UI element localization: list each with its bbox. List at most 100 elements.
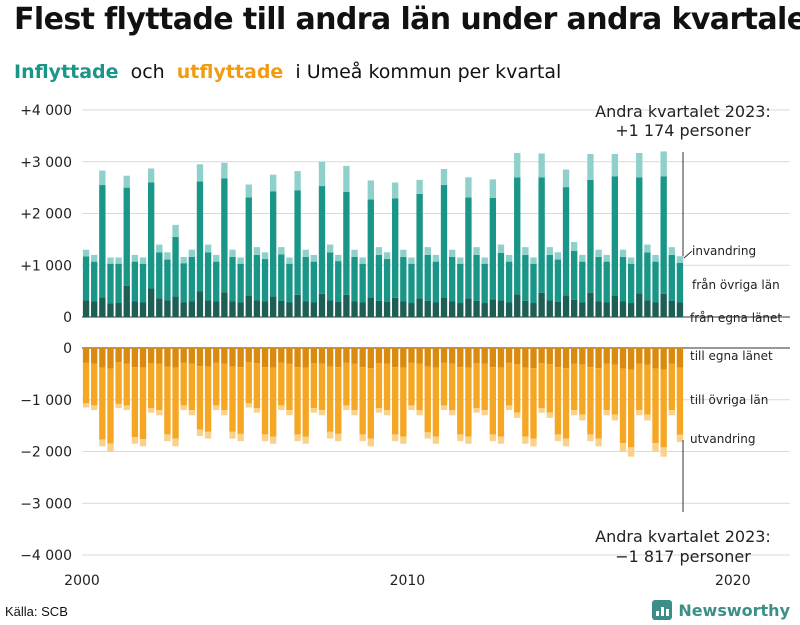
outflow-bar-segment xyxy=(310,363,318,409)
inflow-bar-segment xyxy=(196,291,204,317)
outflow-bar-segment xyxy=(497,436,505,444)
outflow-bar-segment xyxy=(392,348,399,368)
outflow-bar-segment xyxy=(400,348,407,368)
outflow-bar-segment xyxy=(131,437,139,444)
outflow-bar-segment xyxy=(668,348,675,364)
outflow-bar-segment xyxy=(383,348,391,364)
inflow-bar-segment xyxy=(229,249,236,257)
inflow-bar-segment xyxy=(253,300,261,317)
inflow-bar-segment xyxy=(546,254,553,301)
inflow-bar-segment xyxy=(392,198,399,298)
outflow-bar-segment xyxy=(644,414,651,421)
inflow-bar-segment xyxy=(489,179,496,198)
outflow-bar-segment xyxy=(107,443,114,452)
outflow-bar-segment xyxy=(595,438,602,447)
inflow-bar-segment xyxy=(188,256,195,302)
brand: Newsworthy xyxy=(652,600,790,620)
inflow-bar-segment xyxy=(115,263,122,304)
outflow-bar-segment xyxy=(196,348,204,367)
outflow-bar-segment xyxy=(522,436,529,444)
outflow-bar-segment xyxy=(465,436,472,444)
outflow-bar-segment xyxy=(619,348,627,369)
outflow-bar-segment xyxy=(147,348,155,364)
y-tick-label: 0 xyxy=(63,310,72,326)
inflow-bar-segment xyxy=(587,292,594,317)
inflow-bar-segment xyxy=(400,249,407,257)
outflow-bar-segment xyxy=(595,368,602,439)
inflow-bar-segment xyxy=(359,263,366,303)
inflow-bar-segment xyxy=(489,197,496,300)
outflow-bar-segment xyxy=(579,348,586,365)
inflow-bar-segment xyxy=(172,296,179,317)
brand-name: Newsworthy xyxy=(678,600,790,620)
inflow-bar-segment xyxy=(156,252,163,299)
inflow-bar-segment xyxy=(530,303,537,317)
outflow-bar-segment xyxy=(318,363,326,411)
y-tick-label: −2 000 xyxy=(20,445,72,461)
outflow-bar-segment xyxy=(115,361,122,404)
outflow-bar-segment xyxy=(579,364,586,415)
outflow-bar-segment xyxy=(505,348,513,363)
outflow-bar-segment xyxy=(99,348,106,368)
inflow-bar-segment xyxy=(627,257,635,264)
inflow-bar-segment xyxy=(123,187,130,286)
outflow-bar-segment xyxy=(359,367,366,435)
outflow-bar-segment xyxy=(367,348,374,369)
inflow-bar-segment xyxy=(204,252,212,301)
inflow-bar-segment xyxy=(595,301,602,317)
outflow-bar-segment xyxy=(619,443,627,452)
outflow-bar-segment xyxy=(660,369,667,448)
inflow-bar-segment xyxy=(245,295,252,317)
inflow-bar-segment xyxy=(261,301,269,317)
inflow-bar-segment xyxy=(139,263,147,303)
inflow-bar-segment xyxy=(603,302,610,317)
inflow-bar-segment xyxy=(261,252,269,260)
series-label-egna-lanet-out: till egna länet xyxy=(690,349,773,363)
inflow-bar-segment xyxy=(408,263,415,304)
inflow-bar-segment xyxy=(652,261,659,303)
inflow-bar-segment xyxy=(514,294,521,317)
inflow-bar-segment xyxy=(115,257,122,264)
outflow-bar-segment xyxy=(123,348,130,364)
chart-subtitle: Inflyttade och utflyttade i Umeå kommun … xyxy=(14,61,561,83)
outflow-bar-segment xyxy=(562,368,570,439)
inflow-bar-segment xyxy=(465,197,472,299)
outflow-bar-segment xyxy=(587,367,594,435)
outflow-bar-segment xyxy=(562,438,570,447)
inflow-bar-segment xyxy=(611,153,619,177)
outflow-bar-segment xyxy=(343,405,350,411)
series-label-egna-lanet-in: från egna länet xyxy=(690,311,782,325)
outflow-bar-segment xyxy=(294,348,301,368)
inflow-bar-segment xyxy=(538,177,545,293)
inflow-bar-segment xyxy=(522,254,529,301)
outflow-bar-segment xyxy=(611,348,619,365)
inflow-bar-segment xyxy=(164,300,171,317)
inflow-bar-segment xyxy=(123,175,130,188)
x-tick-label: 2000 xyxy=(64,573,100,589)
outflow-bar-segment xyxy=(400,436,407,444)
outflow-bar-segment xyxy=(99,367,106,440)
outflow-bar-segment xyxy=(367,438,374,447)
inflow-bar-segment xyxy=(156,244,163,253)
inflow-bar-segment xyxy=(237,302,244,317)
inflow-bar-segment xyxy=(562,187,570,296)
outflow-bar-segment xyxy=(310,348,318,364)
outflow-bar-segment xyxy=(416,348,423,364)
outflow-bar-segment xyxy=(676,348,684,368)
outflow-bar-segment xyxy=(107,368,114,444)
outflow-bar-segment xyxy=(123,363,130,406)
outflow-bar-segment xyxy=(392,434,399,442)
inflow-bar-segment xyxy=(652,302,659,317)
outflow-bar-segment xyxy=(245,403,252,408)
outflow-bar-segment xyxy=(416,363,423,411)
inflow-bar-segment xyxy=(253,247,261,255)
outflow-bar-segment xyxy=(335,348,342,368)
outflow-bar-segment xyxy=(375,363,383,409)
inflow-bar-segment xyxy=(562,169,570,188)
outflow-bar-segment xyxy=(156,348,163,364)
inflow-bar-segment xyxy=(343,294,350,317)
inflow-bar-segment xyxy=(180,302,187,317)
outflow-bar-segment xyxy=(326,348,334,367)
outflow-bar-segment xyxy=(530,368,537,439)
outflow-bar-segment xyxy=(318,348,326,364)
